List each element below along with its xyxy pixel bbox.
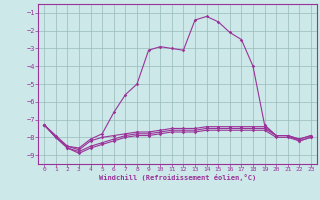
X-axis label: Windchill (Refroidissement éolien,°C): Windchill (Refroidissement éolien,°C) — [99, 174, 256, 181]
